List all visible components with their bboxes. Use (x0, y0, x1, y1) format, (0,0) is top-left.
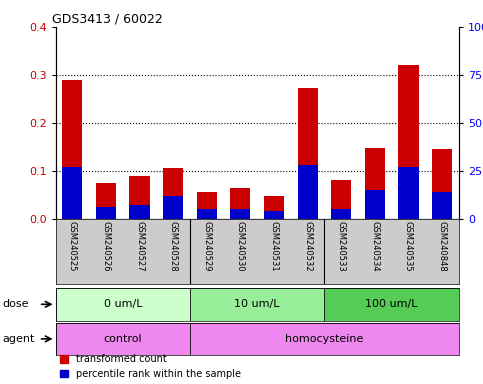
Bar (163, 196, 183, 219)
Bar (432, 192, 452, 219)
Bar (56, 323, 190, 355)
Bar (129, 176, 150, 219)
Bar (365, 148, 385, 219)
Text: 0 um/L: 0 um/L (103, 299, 142, 310)
Bar (365, 190, 385, 219)
Text: GSM240533: GSM240533 (337, 221, 346, 271)
Text: GDS3413 / 60022: GDS3413 / 60022 (52, 13, 162, 26)
Bar (96, 183, 116, 219)
Text: agent: agent (2, 334, 35, 344)
Text: 10 um/L: 10 um/L (234, 299, 280, 310)
Bar (197, 209, 217, 219)
Text: GSM240530: GSM240530 (236, 221, 245, 271)
Bar (129, 205, 150, 219)
Text: GSM240848: GSM240848 (438, 221, 447, 271)
Bar (190, 323, 459, 355)
Text: 100 um/L: 100 um/L (365, 299, 418, 310)
Bar (197, 192, 217, 219)
Text: homocysteine: homocysteine (285, 334, 364, 344)
Bar (325, 288, 459, 321)
Text: GSM240526: GSM240526 (101, 221, 111, 271)
Bar (190, 288, 325, 321)
Text: GSM240527: GSM240527 (135, 221, 144, 271)
Text: control: control (103, 334, 142, 344)
Bar (163, 167, 183, 219)
Bar (264, 196, 284, 219)
Text: GSM240534: GSM240534 (370, 221, 379, 271)
Text: GSM240531: GSM240531 (270, 221, 279, 271)
Text: GSM240529: GSM240529 (202, 221, 211, 271)
Text: GSM240525: GSM240525 (68, 221, 77, 271)
Bar (331, 209, 351, 219)
Legend: transformed count, percentile rank within the sample: transformed count, percentile rank withi… (60, 354, 241, 379)
Bar (96, 207, 116, 219)
Bar (298, 88, 318, 219)
Bar (398, 167, 418, 219)
Text: GSM240535: GSM240535 (404, 221, 413, 271)
Bar (264, 211, 284, 219)
Text: GSM240528: GSM240528 (169, 221, 178, 271)
Bar (62, 80, 83, 219)
Bar (230, 188, 251, 219)
Bar (398, 65, 418, 219)
Bar (62, 167, 83, 219)
Bar (432, 149, 452, 219)
Text: GSM240532: GSM240532 (303, 221, 312, 271)
Bar (331, 180, 351, 219)
Bar (56, 288, 190, 321)
Text: dose: dose (2, 299, 29, 310)
Bar (230, 209, 251, 219)
Bar (298, 165, 318, 219)
